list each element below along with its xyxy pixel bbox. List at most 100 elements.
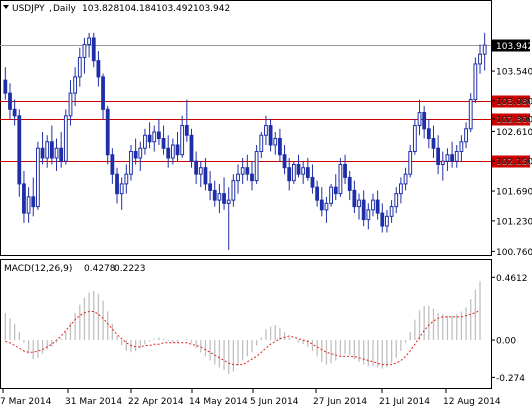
candle-body-up	[301, 167, 306, 175]
candle	[408, 144, 413, 178]
candle-body-down	[361, 199, 366, 221]
macd-signal-value: 0.2223	[114, 264, 146, 274]
candle-body-down	[450, 154, 454, 162]
candle	[203, 157, 208, 191]
candle-body-up	[254, 150, 259, 182]
candle	[315, 180, 320, 207]
candle	[73, 67, 78, 107]
candle	[236, 164, 240, 194]
candle	[3, 67, 8, 100]
candle-body-down	[96, 60, 101, 78]
candle	[385, 209, 389, 233]
candle-body-up	[124, 173, 129, 185]
candle-body-down	[250, 173, 254, 182]
x-axis-label: 7 Mar 2014	[0, 397, 52, 407]
candle-body-up	[45, 141, 50, 159]
candle-body-up	[408, 150, 413, 175]
candle	[282, 144, 287, 175]
candle-body-down	[59, 147, 64, 162]
candle-body-down	[40, 147, 45, 159]
candle	[49, 125, 54, 165]
candle-body-up	[36, 147, 40, 208]
candle	[22, 170, 26, 223]
candle	[129, 144, 133, 181]
candle	[119, 177, 124, 210]
current-price-box	[492, 39, 530, 52]
candle-body-up	[68, 92, 73, 117]
candle	[217, 183, 222, 214]
candle-body-down	[189, 134, 194, 162]
candle-body-down	[347, 176, 352, 191]
candle	[343, 154, 347, 184]
candle-body-up	[236, 173, 240, 182]
macd-panel-header: MACD(12,26,9) 0.4278 0.2223	[4, 264, 146, 274]
candle	[110, 148, 115, 184]
candle-body-down	[8, 92, 12, 110]
candle	[189, 128, 194, 168]
candle	[115, 167, 119, 204]
candle	[68, 80, 73, 126]
candle-body-down	[431, 138, 436, 149]
candle-body-down	[343, 163, 347, 178]
price-axis-label: 103.080	[496, 97, 532, 107]
symbol-separator: ,	[49, 4, 52, 14]
candle-body-up	[329, 186, 333, 204]
level-label-box	[492, 155, 530, 168]
candle	[31, 177, 36, 217]
candle	[301, 161, 306, 184]
candle	[157, 119, 161, 145]
candle-body-down	[147, 134, 152, 143]
candle	[468, 93, 473, 133]
candle-body-down	[17, 115, 22, 185]
candle-body-down	[175, 144, 180, 156]
price-axis-label: 100.760	[496, 248, 532, 258]
candle-body-up	[180, 125, 185, 156]
candle-body-down	[305, 167, 310, 178]
candle-body-up	[357, 199, 361, 208]
candle-body-up	[226, 199, 231, 204]
date-x-axis: 7 Mar 2014 31 Mar 2014 22 Apr 2014 14 May 2…	[0, 389, 501, 407]
candle-body-up	[389, 206, 394, 217]
candle-body-down	[212, 189, 217, 201]
candle-body-down	[31, 196, 36, 208]
candle	[305, 157, 310, 181]
price-axis-label: 102.800	[496, 116, 532, 126]
candle-body-down	[22, 183, 26, 214]
macd-histogram-series	[4, 281, 481, 375]
x-axis-label: 21 Jul 2014	[379, 397, 430, 407]
collapse-triangle-icon[interactable]	[3, 5, 9, 9]
candle-body-down	[184, 125, 189, 136]
candle	[319, 187, 324, 217]
candle	[231, 174, 236, 207]
candle-body-up	[482, 44, 487, 55]
level-label-box	[492, 95, 530, 108]
candle-body-down	[115, 173, 119, 195]
candle-body-down	[315, 186, 320, 201]
macd-axis-label: 0.4612	[496, 274, 528, 284]
candle	[454, 144, 459, 168]
candle	[26, 187, 31, 223]
candle	[291, 161, 296, 184]
symbol-label: USDJPY	[12, 4, 45, 14]
candle-body-up	[77, 56, 82, 78]
candle-body-down	[91, 37, 96, 62]
candle-body-up	[454, 150, 459, 162]
candle	[250, 161, 254, 191]
candle	[403, 167, 408, 191]
candle-body-up	[366, 209, 371, 221]
candle-body-down	[352, 189, 357, 208]
candle	[333, 174, 338, 201]
candle-body-up	[464, 128, 468, 143]
candle-body-up	[291, 163, 296, 182]
candle	[59, 132, 64, 168]
candle	[445, 148, 450, 171]
candle	[138, 141, 143, 171]
candle-body-up	[152, 131, 157, 143]
candle-body-up	[54, 147, 59, 159]
candle	[170, 138, 175, 165]
header-low-value: 103.492	[156, 4, 193, 14]
candle	[417, 99, 422, 136]
candle-body-down	[245, 167, 250, 175]
candle	[8, 83, 12, 120]
